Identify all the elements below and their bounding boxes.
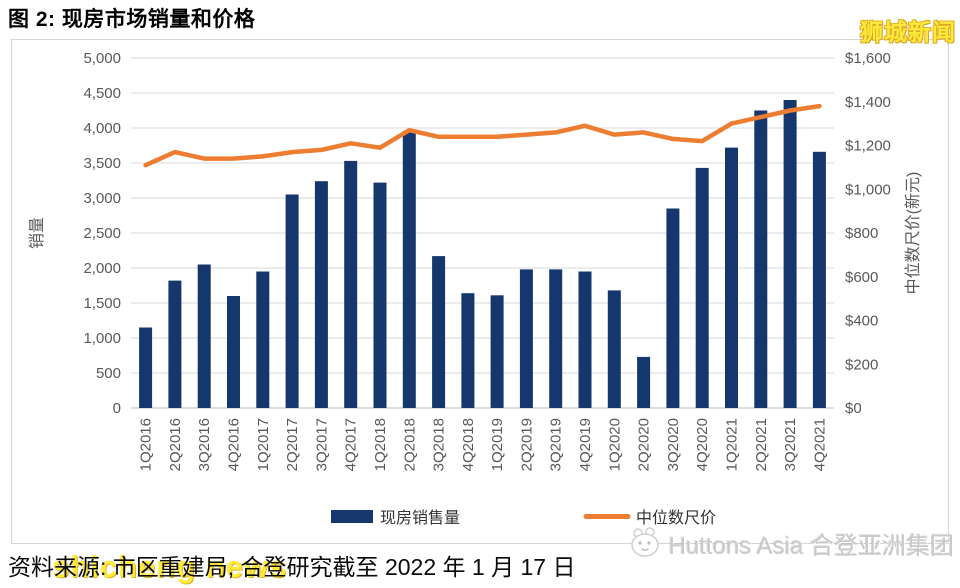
huttons-logo-icon bbox=[625, 525, 665, 561]
x-tick-label: 1Q2016 bbox=[138, 418, 155, 471]
combo-chart: 0 500 1,000 1,500 2,000 2,500 3,000 3,500 4,000 4… bbox=[28, 50, 922, 527]
source-note: 资料来源: 市区重建局, 合登研究截至 2022 年 1 月 17 日 bbox=[8, 554, 576, 580]
left-tick-label: 4,500 bbox=[83, 85, 121, 102]
bar-1Q2016 bbox=[139, 327, 153, 408]
right-axis-title: 中位数尺价(新元) bbox=[904, 172, 922, 295]
bar-3Q2021 bbox=[783, 100, 797, 408]
x-tick-label: 3Q2021 bbox=[782, 418, 799, 471]
x-tick-label: 1Q2019 bbox=[489, 418, 506, 471]
right-tick-label: $1,400 bbox=[845, 94, 891, 111]
bar-4Q2021 bbox=[812, 151, 826, 409]
x-tick-label: 3Q2018 bbox=[431, 418, 448, 471]
watermark-lioncity-news: 狮城新闻 bbox=[860, 19, 956, 45]
left-axis-title: 销量 bbox=[28, 217, 46, 249]
left-tick-label: 2,000 bbox=[83, 260, 121, 277]
watermark-shicheng-news: shicheng news bbox=[52, 549, 288, 584]
chart-canvas: 0 500 1,000 1,500 2,000 2,500 3,000 3,500 4,000 4… bbox=[12, 40, 947, 542]
legend-label-sales: 现房销售量 bbox=[380, 509, 460, 527]
bar-4Q2019 bbox=[578, 271, 592, 408]
bar-1Q2017 bbox=[256, 271, 270, 408]
left-tick-label: 4,000 bbox=[83, 120, 121, 137]
bar-1Q2020 bbox=[607, 290, 621, 408]
chart-frame: 0 500 1,000 1,500 2,000 2,500 3,000 3,500 4,000 4… bbox=[11, 39, 949, 544]
bar-3Q2020 bbox=[666, 208, 680, 408]
left-tick-label: 2,500 bbox=[83, 225, 121, 242]
page-title: 图 2: 现房市场销量和价格 bbox=[8, 8, 256, 31]
right-tick-label: $1,000 bbox=[845, 181, 891, 198]
right-tick-label: $800 bbox=[845, 225, 878, 242]
right-tick-label: $1,200 bbox=[845, 138, 891, 155]
right-tick-label: $1,600 bbox=[845, 50, 891, 67]
watermark-huttons-text: Huttons Asia 合登亚洲集团 bbox=[668, 532, 954, 560]
left-tick-label: 500 bbox=[96, 365, 121, 382]
right-tick-label: $400 bbox=[845, 313, 878, 330]
x-tick-label: 4Q2021 bbox=[811, 418, 828, 471]
legend-swatch-sales bbox=[331, 510, 373, 523]
right-tick-label: $0 bbox=[845, 400, 862, 417]
x-tick-label: 4Q2017 bbox=[343, 418, 360, 471]
x-tick-label: 4Q2019 bbox=[577, 418, 594, 471]
bar-4Q2017 bbox=[344, 160, 358, 408]
x-tick-label: 2Q2018 bbox=[401, 418, 418, 471]
bar-2Q2016 bbox=[168, 280, 182, 408]
x-tick-label: 3Q2017 bbox=[313, 418, 330, 471]
x-tick-label: 2Q2017 bbox=[284, 418, 301, 471]
bar-4Q2020 bbox=[695, 167, 709, 408]
left-tick-label: 3,500 bbox=[83, 155, 121, 172]
x-tick-label: 3Q2019 bbox=[548, 418, 565, 471]
x-tick-label: 4Q2018 bbox=[460, 418, 477, 471]
x-tick-label: 1Q2018 bbox=[372, 418, 389, 471]
bar-2Q2019 bbox=[519, 269, 533, 408]
watermark-huttons: Huttons Asia 合登亚洲集团 bbox=[625, 525, 954, 561]
x-tick-label: 3Q2020 bbox=[665, 418, 682, 471]
x-tick-label: 4Q2016 bbox=[226, 418, 243, 471]
x-tick-label: 1Q2020 bbox=[606, 418, 623, 471]
price-line bbox=[143, 103, 822, 168]
right-tick-label: $600 bbox=[845, 269, 878, 286]
bar-2Q2021 bbox=[754, 110, 768, 408]
bar-1Q2021 bbox=[725, 147, 738, 408]
bar-4Q2018 bbox=[461, 293, 475, 408]
x-tick-label: 1Q2021 bbox=[724, 418, 741, 471]
bar-3Q2018 bbox=[432, 256, 446, 408]
bar-3Q2016 bbox=[197, 264, 211, 408]
left-tick-label: 5,000 bbox=[83, 50, 121, 67]
left-tick-label: 3,000 bbox=[83, 190, 121, 207]
x-tick-label: 2Q2019 bbox=[518, 418, 535, 471]
x-tick-label: 3Q2016 bbox=[196, 418, 213, 471]
x-tick-label: 2Q2016 bbox=[167, 418, 184, 471]
right-tick-label: $200 bbox=[845, 356, 878, 373]
x-tick-label: 1Q2017 bbox=[255, 418, 272, 471]
legend-label-price: 中位数尺价 bbox=[636, 509, 716, 527]
bar-3Q2017 bbox=[314, 181, 328, 408]
bar-2Q2018 bbox=[402, 130, 416, 409]
bar-4Q2016 bbox=[227, 296, 240, 408]
x-tick-label: 2Q2021 bbox=[753, 418, 770, 471]
bar-1Q2019 bbox=[490, 295, 504, 408]
left-tick-label: 1,000 bbox=[83, 330, 121, 347]
left-tick-label: 1,500 bbox=[83, 295, 121, 312]
x-tick-label: 2Q2020 bbox=[636, 418, 653, 471]
x-tick-label: 4Q2020 bbox=[694, 418, 711, 471]
bar-1Q2018 bbox=[373, 182, 387, 408]
left-tick-label: 0 bbox=[113, 400, 121, 417]
bar-2Q2017 bbox=[285, 194, 299, 408]
bar-3Q2019 bbox=[549, 269, 563, 408]
bar-2Q2020 bbox=[637, 356, 651, 408]
